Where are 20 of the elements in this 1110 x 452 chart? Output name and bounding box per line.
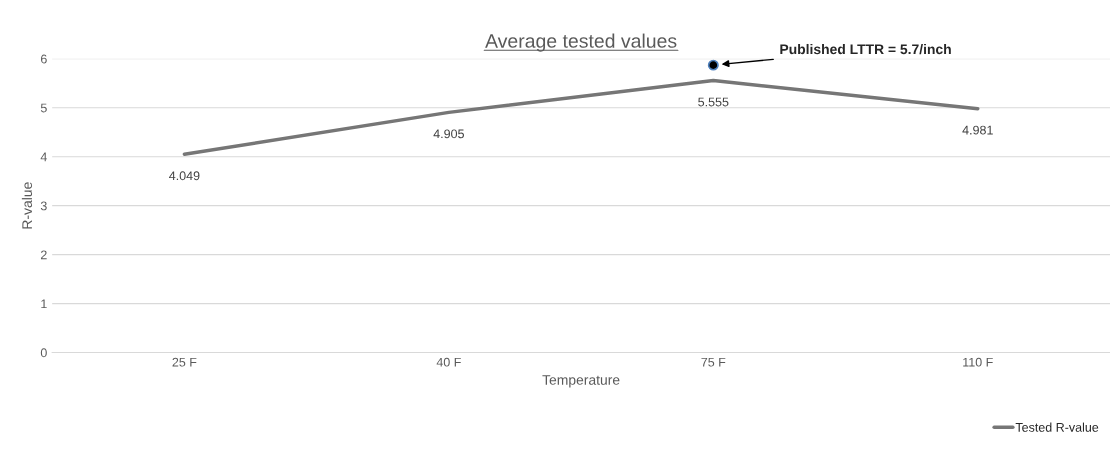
text: Published LTTR = 5.7/inch — [780, 43, 951, 55]
y-tick-label: 2 — [40, 250, 47, 260]
x-tick-label: 110 F — [963, 357, 993, 367]
data-label: 5.555 — [698, 97, 729, 107]
data-label: 4.981 — [962, 125, 993, 135]
y-tick-label: 0 — [40, 348, 47, 358]
data-label: 4.049 — [169, 171, 200, 181]
y-axis-title: R-value — [21, 182, 33, 229]
y-tick-label: 3 — [40, 201, 47, 211]
x-tick-label: 25 F — [172, 357, 197, 367]
legend-label: Tested R-value — [1015, 422, 1099, 432]
x-tick-label: 75 F — [701, 357, 726, 367]
data-label: 4.905 — [433, 129, 464, 139]
y-tick-label: 4 — [40, 152, 47, 162]
chart-subtitle: Average tested values — [485, 33, 677, 52]
x-tick-label: 40 F — [436, 357, 461, 367]
y-tick-label: 6 — [40, 54, 47, 64]
x-axis-title: Temperature — [542, 375, 620, 388]
y-tick-label: 5 — [40, 103, 47, 113]
y-tick-label: 1 — [41, 299, 47, 309]
